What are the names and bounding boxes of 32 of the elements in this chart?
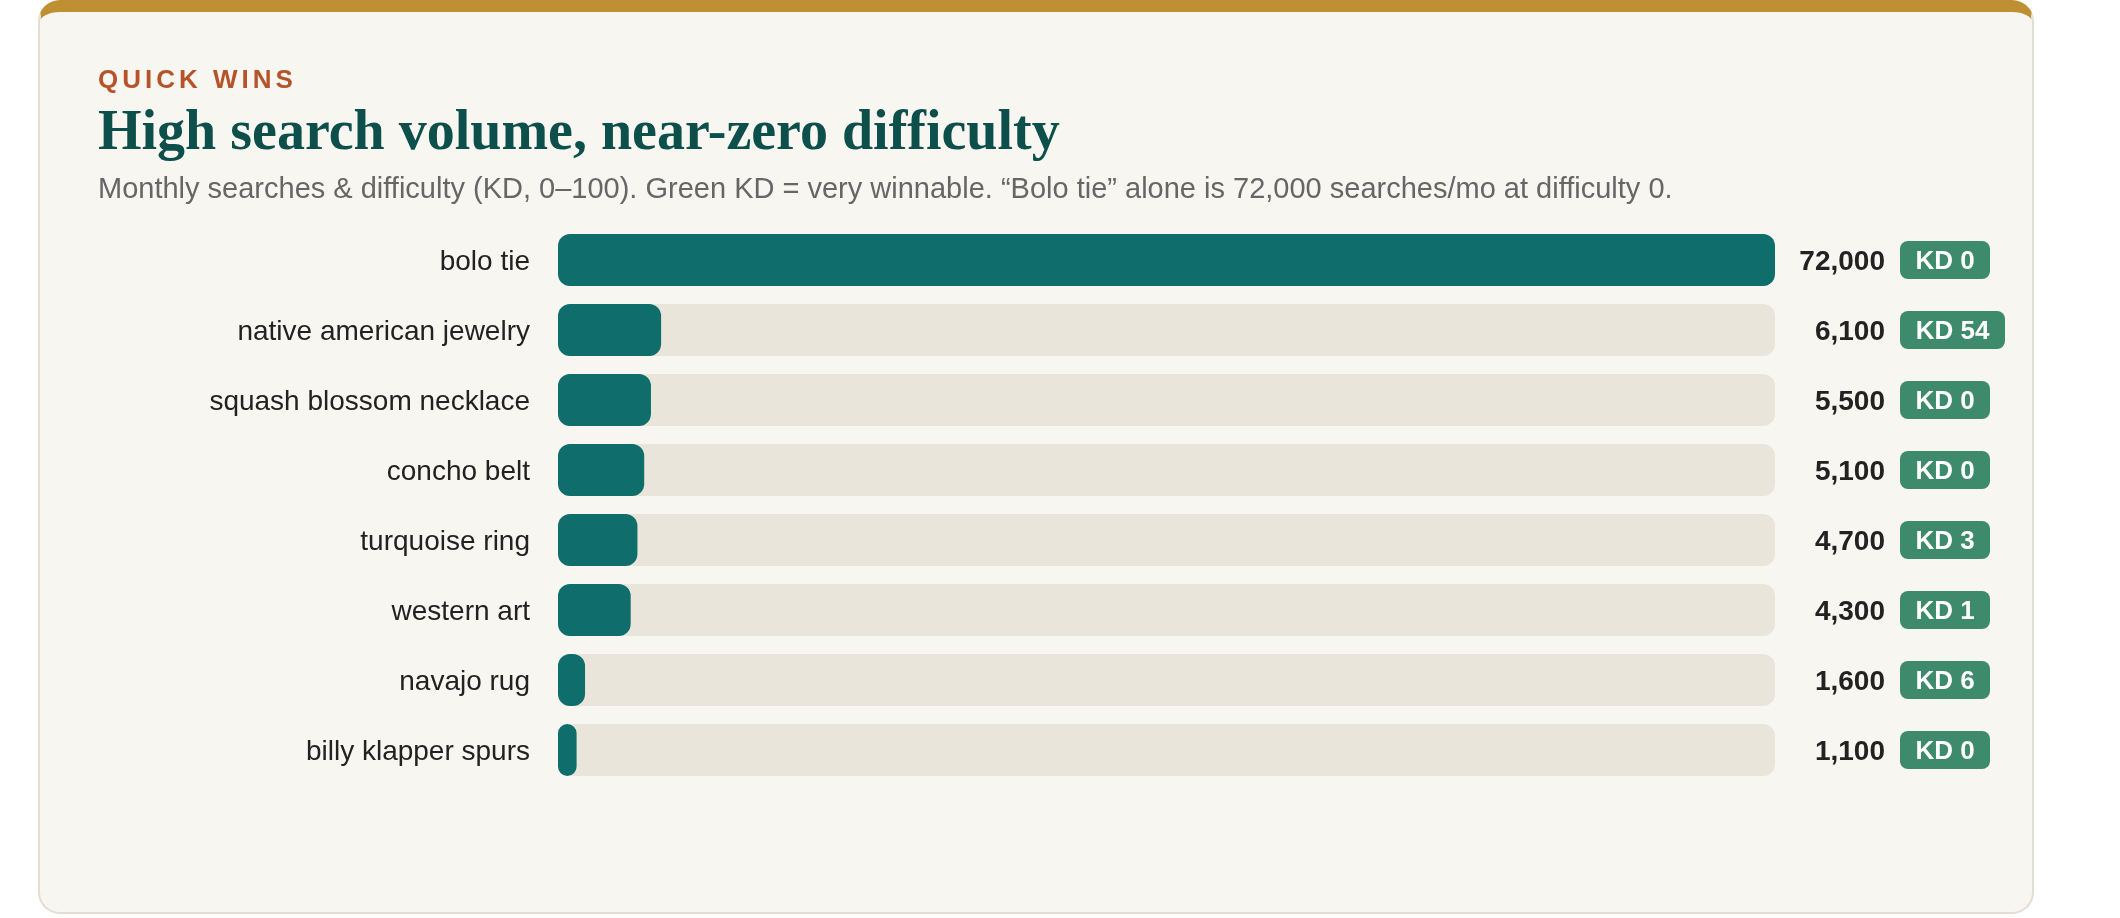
data-label: 4,300 xyxy=(1814,594,1885,626)
y-tick-label: native american jewelry xyxy=(237,314,530,346)
text: KD 0 xyxy=(1915,245,1975,275)
y-tick-label: western art xyxy=(390,594,531,626)
y-tick-label: bolo tie xyxy=(439,244,530,276)
text: KD 0 xyxy=(1915,385,1975,415)
data-label: 72,000 xyxy=(1799,244,1885,276)
data-label: 5,500 xyxy=(1814,384,1885,416)
data-label: 1,600 xyxy=(1814,664,1885,696)
data-label: 1,100 xyxy=(1814,734,1885,766)
y-tick-label: concho belt xyxy=(386,454,531,486)
bar xyxy=(558,584,631,636)
text: KD 1 xyxy=(1915,595,1975,625)
text: QUICK WINS xyxy=(98,64,297,95)
bar xyxy=(558,444,645,496)
text: KD 54 xyxy=(1915,315,1990,345)
y-tick-label: billy klapper spurs xyxy=(305,734,530,766)
y-tick-label: turquoise ring xyxy=(360,524,530,556)
text: KD 3 xyxy=(1915,525,1975,555)
text: KD 0 xyxy=(1915,735,1975,765)
chart-subtitle: Monthly searches & difficulty (KD, 0–100). Green KD = very winnable. “Bolo tie” alone is 72,000 searches/mo at difficulty 0. xyxy=(98,172,1673,205)
bar xyxy=(558,514,638,566)
y-tick-label: squash blossom necklace xyxy=(209,384,530,416)
data-label: 5,100 xyxy=(1814,454,1885,486)
text: KD 6 xyxy=(1915,665,1975,695)
data-label: 6,100 xyxy=(1814,314,1885,346)
y-tick-label: navajo rug xyxy=(399,664,530,696)
text: KD 0 xyxy=(1915,455,1975,485)
bar xyxy=(558,304,662,356)
chart-title: High search volume, near-zero difficulty xyxy=(98,98,1060,162)
bar xyxy=(558,374,651,426)
data-label: 4,700 xyxy=(1814,524,1885,556)
